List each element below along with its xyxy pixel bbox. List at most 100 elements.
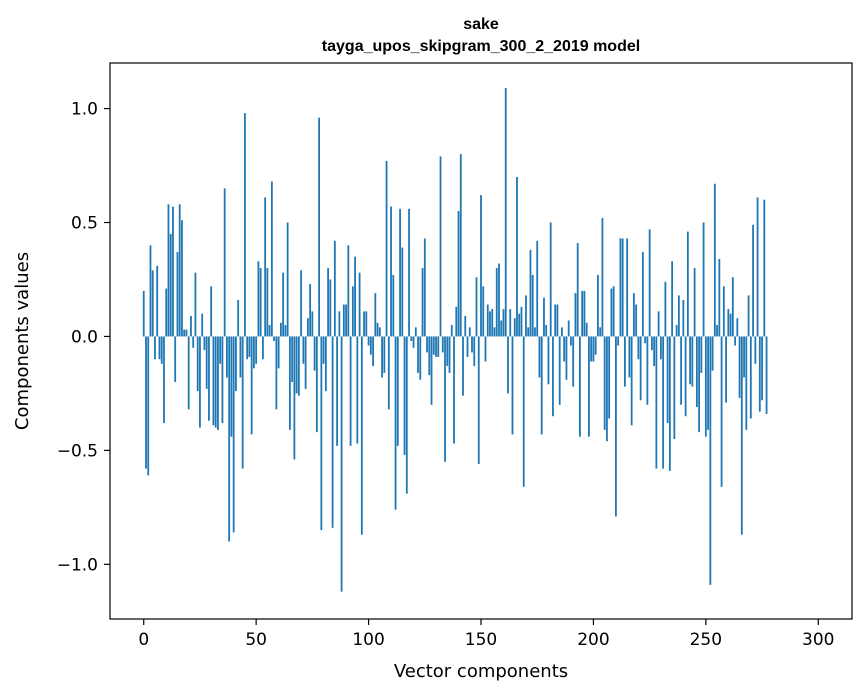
bar-168 — [520, 306, 523, 337]
bar-54 — [264, 197, 267, 337]
bar-33 — [217, 336, 219, 430]
bar-196 — [583, 290, 586, 337]
bar-215 — [626, 238, 629, 337]
bar-99 — [365, 311, 368, 337]
bar-167 — [518, 313, 521, 337]
bar-248 — [700, 336, 703, 373]
bar-269 — [747, 295, 750, 337]
bar-181 — [549, 222, 552, 337]
bar-57 — [270, 181, 273, 337]
bar-133 — [441, 336, 444, 353]
bar-120 — [412, 336, 415, 348]
bar-105 — [378, 327, 381, 337]
bar-21 — [190, 315, 192, 337]
bar-230 — [659, 336, 662, 360]
bar-20 — [187, 336, 190, 410]
bar-249 — [702, 222, 705, 337]
bar-0 — [142, 290, 145, 337]
bar-163 — [509, 309, 512, 337]
x-axis-label: Vector components — [394, 661, 568, 682]
bar-189 — [567, 320, 570, 337]
bar-47 — [248, 336, 251, 357]
bar-74 — [309, 284, 312, 337]
bar-187 — [563, 336, 566, 362]
bar-212 — [619, 238, 622, 337]
bar-17 — [181, 220, 183, 337]
bar-267 — [743, 336, 745, 378]
bar-139 — [455, 306, 458, 337]
bar-67 — [293, 336, 296, 460]
bar-153 — [486, 304, 489, 337]
bar-106 — [381, 336, 383, 378]
bar-226 — [650, 336, 653, 351]
bar-229 — [657, 311, 660, 337]
bar-258 — [722, 286, 725, 337]
bar-114 — [399, 208, 401, 337]
bar-165 — [513, 318, 516, 337]
bar-14 — [174, 336, 177, 383]
bar-50 — [255, 336, 258, 364]
bar-4 — [151, 270, 154, 337]
bar-219 — [635, 304, 638, 337]
bar-121 — [414, 327, 417, 337]
bar-18 — [183, 329, 186, 337]
bar-123 — [419, 336, 422, 380]
bar-183 — [554, 304, 557, 337]
bar-152 — [484, 336, 487, 362]
bar-144 — [466, 336, 469, 357]
bar-261 — [729, 313, 732, 337]
bar-108 — [385, 160, 388, 337]
bar-138 — [453, 336, 455, 444]
bar-42 — [237, 299, 240, 337]
bar-170 — [525, 295, 527, 337]
bar-253 — [711, 336, 714, 371]
y-tick-label: −1.0 — [57, 555, 98, 575]
bar-51 — [257, 261, 260, 337]
bar-224 — [646, 336, 649, 405]
bar-223 — [644, 336, 647, 344]
bar-185 — [558, 336, 561, 405]
bar-192 — [574, 293, 577, 337]
bar-41 — [235, 336, 237, 392]
bar-162 — [507, 336, 509, 394]
chart-subtitle: tayga_upos_skipgram_300_2_2019 model — [322, 38, 640, 55]
bar-70 — [300, 270, 303, 337]
bar-11 — [167, 204, 170, 337]
bar-188 — [565, 336, 568, 380]
bar-86 — [336, 336, 338, 446]
bar-101 — [369, 336, 372, 355]
bar-48 — [250, 336, 253, 435]
bar-255 — [716, 325, 718, 337]
bar-197 — [585, 322, 588, 337]
bar-61 — [279, 322, 282, 337]
bar-90 — [345, 304, 347, 337]
bar-30 — [210, 286, 213, 337]
bar-109 — [387, 336, 390, 410]
bar-161 — [504, 88, 507, 337]
bar-59 — [275, 336, 278, 410]
bar-27 — [203, 336, 206, 351]
y-tick-label: 1.0 — [71, 100, 98, 120]
bar-203 — [599, 327, 602, 337]
bar-175 — [536, 240, 539, 337]
bar-68 — [295, 336, 298, 394]
bar-265 — [738, 336, 741, 398]
bar-127 — [428, 336, 431, 376]
bar-56 — [268, 325, 271, 337]
y-axis-label: Components values — [12, 252, 33, 430]
x-axis: 0 50 100 150 200 250 300 — [138, 619, 834, 650]
bar-178 — [543, 297, 545, 337]
bar-204 — [601, 217, 604, 337]
bar-141 — [459, 154, 462, 337]
bar-115 — [401, 247, 404, 337]
bar-233 — [666, 336, 669, 424]
bar-60 — [277, 336, 280, 369]
bar-series — [142, 88, 768, 592]
bar-95 — [356, 336, 359, 444]
bar-218 — [633, 293, 635, 337]
bar-186 — [561, 327, 563, 337]
bar-146 — [471, 336, 473, 353]
bar-8 — [160, 336, 163, 364]
bar-158 — [498, 263, 500, 337]
